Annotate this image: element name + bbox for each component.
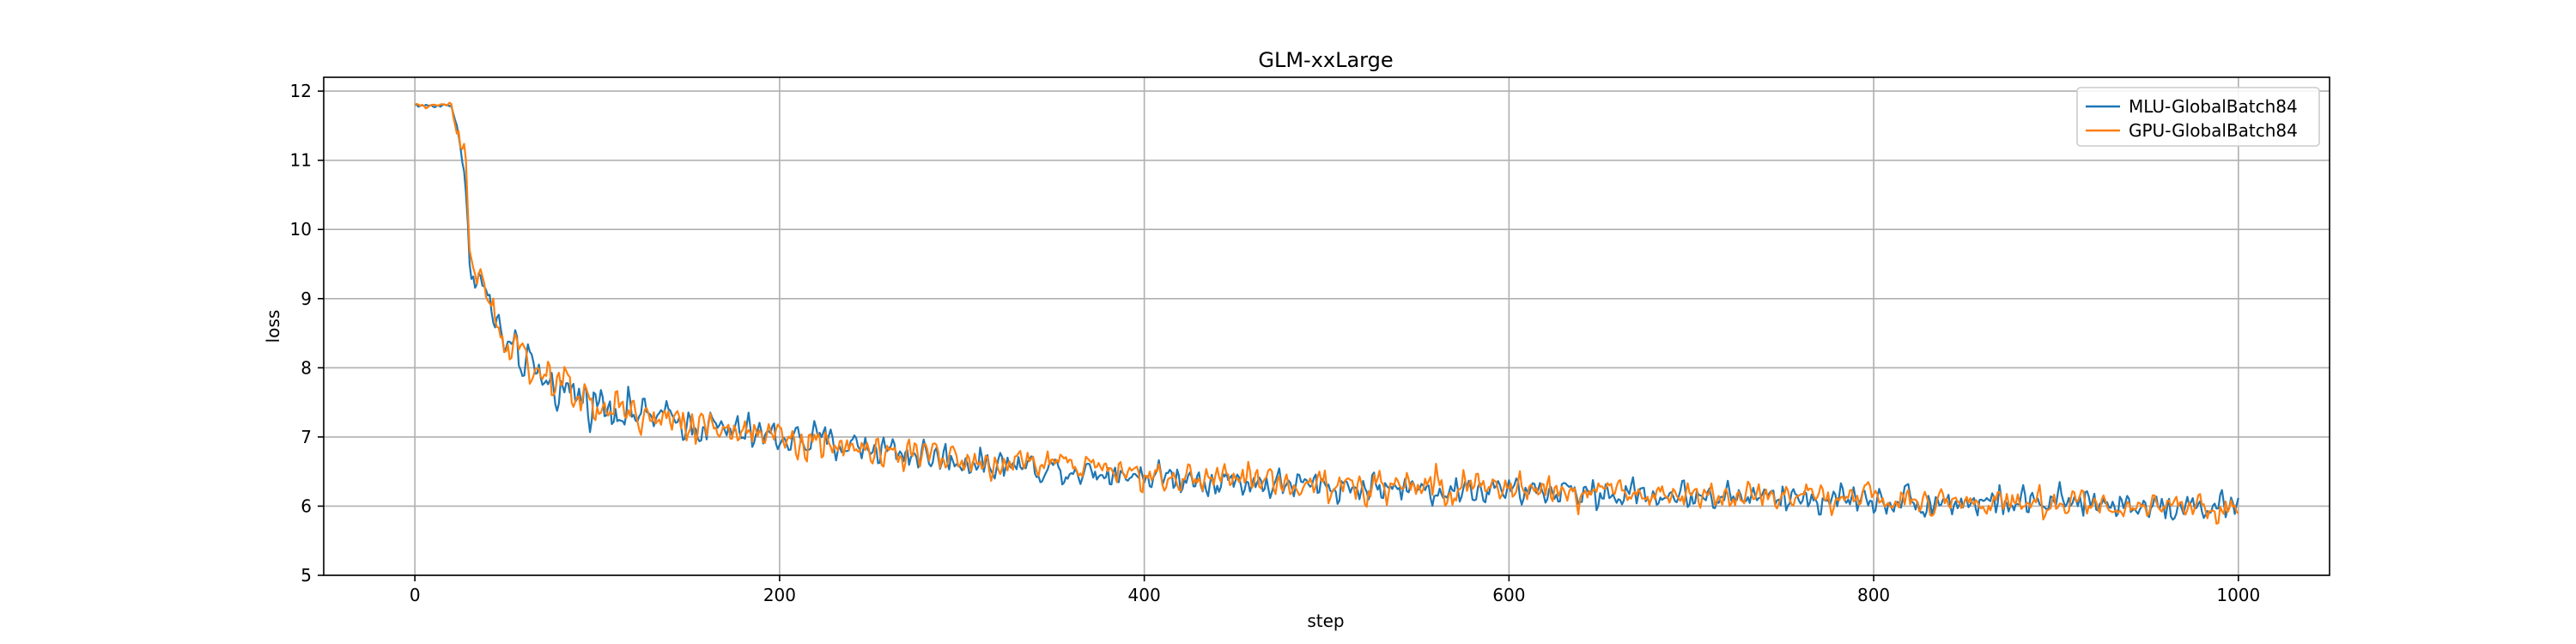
y-tick-label: 5 xyxy=(301,565,312,586)
y-tick-label: 10 xyxy=(290,219,312,240)
y-axis: 5 6 7 8 9 10 11 12 xyxy=(290,81,324,586)
y-tick-label: 12 xyxy=(290,81,312,101)
y-tick-label: 9 xyxy=(301,289,312,309)
x-tick-label: 1000 xyxy=(2216,585,2260,605)
y-tick-label: 6 xyxy=(301,495,312,516)
y-tick-label: 7 xyxy=(301,427,312,447)
x-tick-label: 200 xyxy=(763,585,796,605)
series-line xyxy=(414,101,2239,525)
chart-title: GLM-xxLarge xyxy=(1258,48,1393,72)
x-tick-label: 600 xyxy=(1492,585,1525,605)
legend-label: GPU-GlobalBatch84 xyxy=(2129,120,2298,141)
y-tick-label: 11 xyxy=(290,150,312,171)
legend-label: MLU-GlobalBatch84 xyxy=(2129,96,2298,117)
x-tick-label: 0 xyxy=(410,585,421,605)
y-axis-label: loss xyxy=(263,310,283,343)
x-axis: 0 200 400 600 800 1000 xyxy=(410,575,2260,605)
x-tick-label: 400 xyxy=(1128,585,1161,605)
x-axis-label: step xyxy=(1307,611,1344,631)
legend: MLU-GlobalBatch84 GPU-GlobalBatch84 xyxy=(2076,87,2320,147)
plot-frame xyxy=(323,76,2330,576)
legend-box xyxy=(2076,87,2320,147)
y-tick-label: 8 xyxy=(301,357,312,378)
x-tick-label: 800 xyxy=(1857,585,1890,605)
series-layer xyxy=(414,101,2239,525)
